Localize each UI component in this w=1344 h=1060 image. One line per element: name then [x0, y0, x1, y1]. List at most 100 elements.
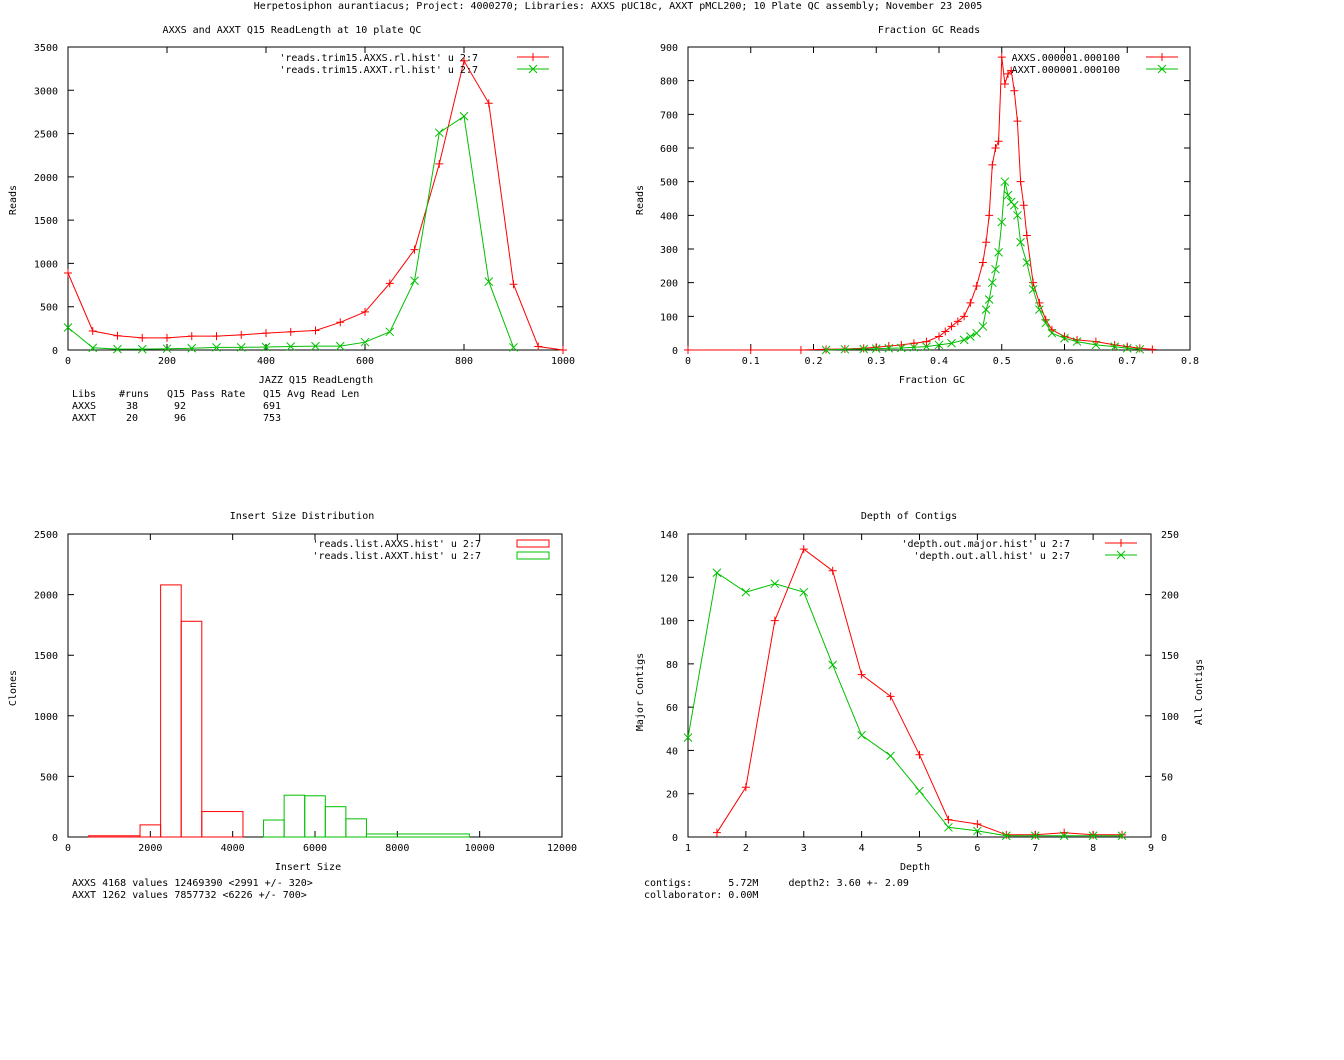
- insert-series-1: 'reads.list.AXXT.hist' u 2:7: [263, 551, 550, 838]
- gc-legend-label: AXXS.000001.000100: [1012, 53, 1120, 64]
- readlength-point: [261, 342, 271, 352]
- gc-point: [997, 53, 1006, 62]
- depth-point: [915, 786, 924, 796]
- gc-point: [994, 137, 1003, 146]
- depth-point: [857, 670, 866, 679]
- gc-chart: Fraction GC Reads Fraction GC Reads 0 0.1…: [635, 25, 1199, 386]
- gc-point: [978, 258, 987, 267]
- gc-point: [988, 160, 997, 169]
- gc-point: [994, 248, 1003, 257]
- depth-y2tick-label: 250: [1161, 530, 1179, 541]
- gc-point: [947, 338, 956, 348]
- insert-xtick-label: 12000: [547, 843, 577, 854]
- insert-ytick-label: 500: [40, 772, 58, 783]
- gc-ytick-label: 100: [660, 312, 678, 323]
- gc-point: [1016, 237, 1025, 247]
- insert-xtick-label: 4000: [221, 843, 245, 854]
- insert-bar: [88, 835, 141, 838]
- depth-legend-marker: [1117, 539, 1125, 547]
- depth-ytick-label: 0: [672, 833, 678, 844]
- readlength-xtick-label: 600: [356, 356, 374, 367]
- gc-point: [1072, 337, 1082, 346]
- insert-series-0: 'reads.list.AXXS.hist' u 2:7: [88, 539, 550, 838]
- depth-point: [1031, 830, 1040, 839]
- readlength-xtick-label: 800: [455, 356, 473, 367]
- gc-point: [684, 346, 692, 354]
- gc-point: [1123, 342, 1132, 351]
- depth-y2tick-label: 50: [1161, 772, 1173, 783]
- depth-xtick-label: 8: [1090, 843, 1096, 854]
- readlength-ytick-label: 1500: [34, 216, 58, 227]
- gc-point: [1060, 332, 1069, 341]
- gc-point: [1009, 200, 1019, 210]
- gc-point: [1110, 340, 1119, 349]
- depth-legend-label: 'depth.out.all.hist' u 2:7: [913, 551, 1070, 562]
- gc-point: [1060, 333, 1069, 343]
- readlength-chart: AXXS and AXXT Q15 ReadLength at 10 plate…: [8, 25, 575, 424]
- readlength-point: [64, 268, 72, 277]
- stats-cell: AXXT: [72, 413, 96, 424]
- readlength-point: [113, 344, 122, 354]
- insert-ytick-label: 2000: [34, 591, 58, 602]
- gc-xtick-label: 0.1: [742, 356, 760, 367]
- insert-xtick-label: 10000: [465, 843, 495, 854]
- gc-point: [1035, 298, 1044, 307]
- gc-point: [1007, 66, 1016, 75]
- readlength-xtick-label: 1000: [551, 356, 575, 367]
- gc-point: [934, 340, 944, 350]
- readlength-series-0: 'reads.trim15.AXXS.rl.hist' u 2:7: [64, 53, 567, 354]
- gc-point: [1013, 117, 1022, 126]
- depth-y2tick-label: 0: [1161, 833, 1167, 844]
- depth-y2tick-label: 200: [1161, 591, 1179, 602]
- depth-point: [973, 826, 982, 836]
- gc-ylabel: Reads: [635, 185, 646, 215]
- insert-legend-label: 'reads.list.AXXS.hist' u 2:7: [312, 539, 481, 550]
- depth-point: [770, 579, 780, 589]
- gc-ytick-label: 700: [660, 110, 678, 121]
- insert-chart: Insert Size Distribution Insert Size Clo…: [8, 511, 577, 901]
- depth-point: [1089, 830, 1098, 839]
- gc-point: [1028, 285, 1038, 294]
- gc-ytick-label: 800: [660, 77, 678, 88]
- insert-bar: [180, 620, 203, 838]
- gc-point: [966, 332, 975, 341]
- depth-point: [1118, 830, 1127, 839]
- insert-bar: [365, 833, 470, 838]
- depth-point: [1002, 830, 1011, 839]
- depth-point: [799, 587, 809, 597]
- gc-point: [1029, 278, 1038, 287]
- readlength-point: [509, 343, 518, 352]
- gc-point: [959, 335, 969, 345]
- gc-point: [821, 345, 831, 355]
- readlength-ylabel: Reads: [8, 185, 19, 215]
- depth-legend-label: 'depth.out.major.hist' u 2:7: [901, 539, 1070, 550]
- gc-point: [1013, 210, 1022, 220]
- depth-xtick-label: 4: [859, 843, 865, 854]
- insert-bar: [324, 806, 347, 838]
- depth-point: [1088, 831, 1098, 841]
- depth-xtick-label: 2: [743, 843, 749, 854]
- gc-axes: 0 0.1 0.2 0.3 0.4 0.5 0.6 0.7 0.8 0 100 200 300 400 50…: [660, 43, 1199, 367]
- readlength-point: [236, 343, 246, 352]
- readlength-axes: 0 200 400 600 800 1000 0 500 1000 1500 2000 2500 300…: [34, 43, 575, 367]
- readlength-ytick-label: 0: [52, 346, 58, 357]
- depth-ytick-label: 100: [660, 617, 678, 628]
- gc-point: [909, 339, 918, 348]
- readlength-series-line: [67, 115, 514, 350]
- gc-point: [922, 342, 931, 351]
- readlength-ytick-label: 3000: [34, 86, 58, 97]
- gc-point: [987, 278, 997, 288]
- gc-legend-marker: [1157, 64, 1167, 74]
- gc-point: [1135, 344, 1144, 353]
- depth-xlabel: Depth: [900, 862, 930, 873]
- depth-point: [886, 692, 895, 701]
- depth-point: [944, 822, 953, 832]
- insert-xtick-label: 8000: [385, 843, 409, 854]
- insert-bar: [283, 794, 306, 838]
- gc-point: [991, 144, 1000, 152]
- stats-cell: 20: [126, 413, 138, 424]
- insert-stats-line: AXXT 1262 values 7857732 <6226 +/- 700>: [72, 890, 307, 901]
- gc-point: [922, 337, 931, 346]
- gc-point: [884, 343, 894, 353]
